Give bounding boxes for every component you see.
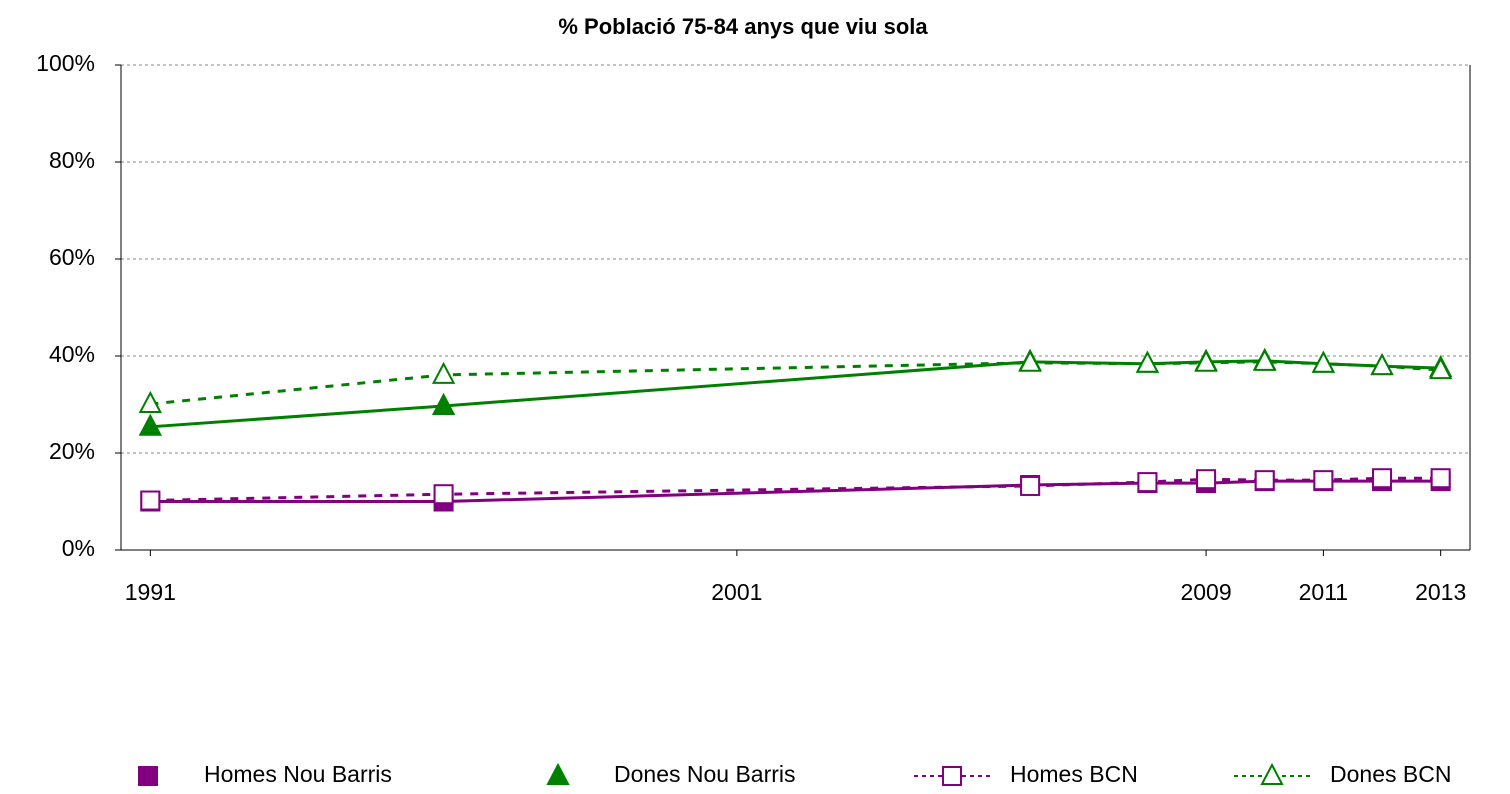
marker: [1194, 349, 1218, 372]
legend-label: Homes BCN: [1010, 761, 1138, 787]
marker: [1370, 353, 1394, 376]
marker: [1313, 470, 1334, 491]
y-tick-label: 40%: [49, 341, 95, 367]
marker: [1137, 472, 1158, 493]
legend-marker: [138, 766, 158, 786]
x-tick-label: 1991: [125, 579, 176, 605]
marker: [1196, 469, 1217, 490]
y-tick-label: 0%: [62, 535, 95, 561]
marker: [1372, 468, 1393, 489]
x-tick-label: 2011: [1299, 579, 1348, 605]
chart-title: % Població 75-84 anys que viu sola: [558, 14, 928, 39]
y-tick-label: 60%: [49, 244, 95, 270]
y-tick-label: 100%: [36, 50, 95, 76]
legend-marker: [546, 762, 570, 785]
legend-label: Dones BCN: [1330, 761, 1451, 787]
marker: [1253, 348, 1277, 371]
marker: [138, 390, 162, 414]
series-line: [150, 360, 1441, 406]
marker: [431, 392, 456, 415]
legend-label: Homes Nou Barris: [204, 761, 392, 787]
y-tick-label: 80%: [49, 147, 95, 173]
marker: [1430, 468, 1451, 489]
marker: [1311, 350, 1336, 373]
legend-label: Dones Nou Barris: [614, 761, 796, 787]
marker: [431, 361, 456, 384]
x-tick-label: 2013: [1415, 579, 1466, 605]
legend-marker: [1260, 762, 1284, 785]
marker: [138, 413, 162, 436]
series-line: [150, 359, 1441, 429]
legend-marker: [942, 766, 962, 786]
series-line: [150, 479, 1441, 503]
marker: [140, 490, 161, 511]
x-tick-label: 2001: [711, 579, 762, 605]
marker: [1020, 475, 1041, 496]
x-tick-label: 2009: [1180, 579, 1231, 605]
marker: [1254, 470, 1275, 491]
marker: [1018, 349, 1042, 372]
marker: [1135, 350, 1160, 373]
y-tick-label: 20%: [49, 438, 95, 464]
marker: [1429, 356, 1453, 380]
marker: [433, 484, 454, 505]
